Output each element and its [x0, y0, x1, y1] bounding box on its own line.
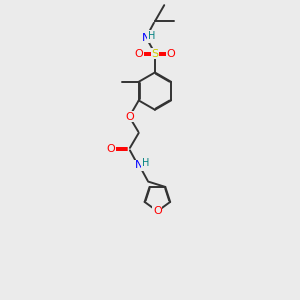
Text: N: N [135, 160, 143, 170]
Text: O: O [153, 206, 162, 216]
Text: O: O [135, 49, 143, 59]
Text: H: H [142, 158, 149, 168]
Text: O: O [106, 144, 115, 154]
Text: O: O [167, 49, 175, 59]
Text: S: S [151, 49, 158, 59]
Text: N: N [141, 33, 150, 43]
Text: O: O [125, 112, 134, 122]
Text: H: H [148, 31, 155, 40]
